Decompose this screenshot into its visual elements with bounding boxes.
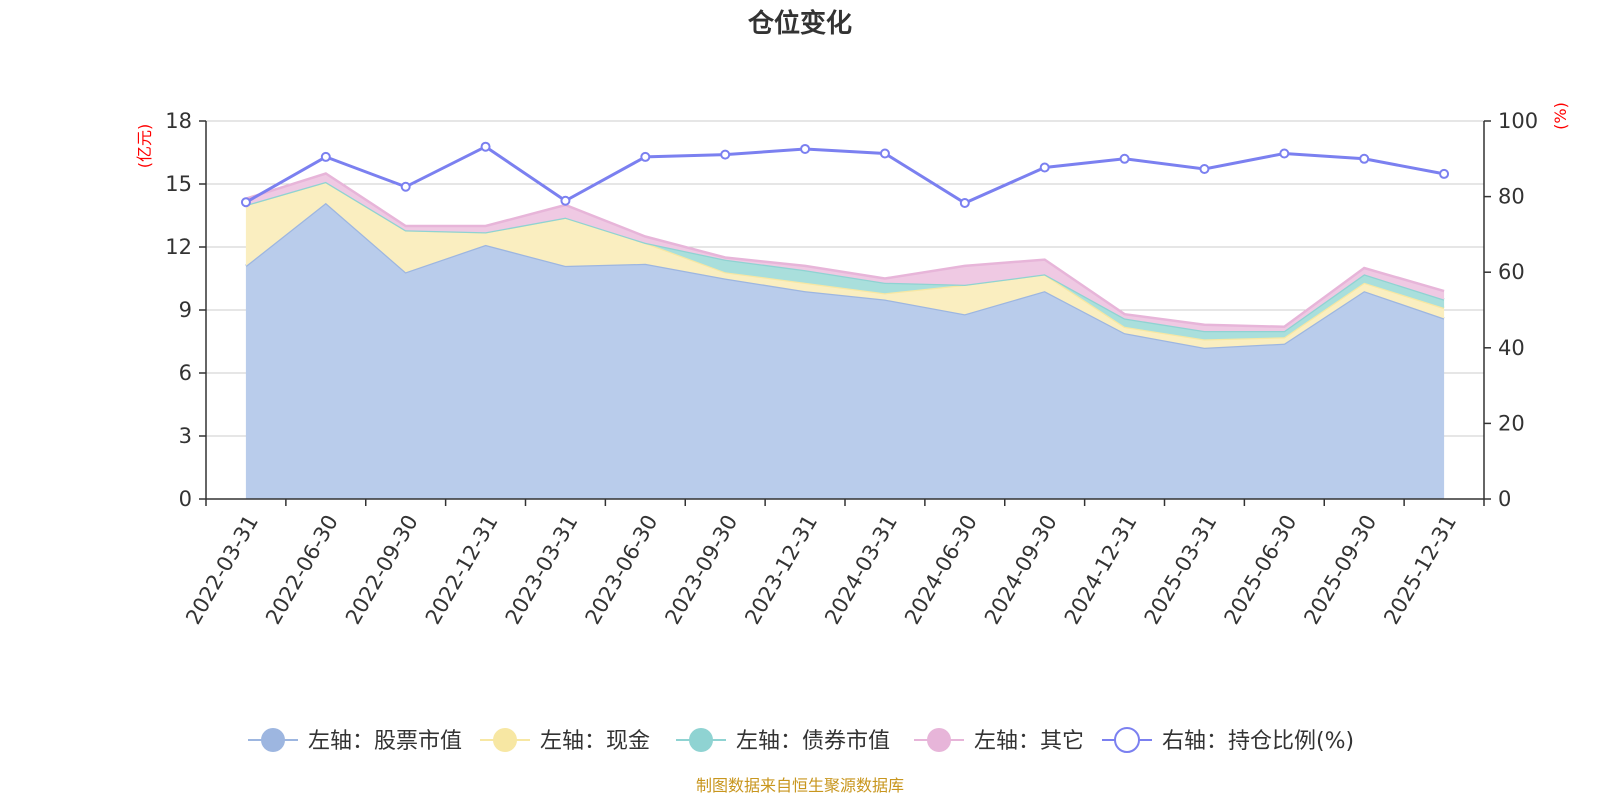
left-axis-tick-label: 15 [165,172,192,196]
ratio-point [1359,153,1370,164]
ratio-point [400,181,411,192]
x-axis-tick-label: 2025-03-31 [1140,511,1222,629]
x-axis-tick-label: 2024-09-30 [980,511,1062,629]
x-axis-tick-label: 2024-12-31 [1060,511,1142,629]
left-axis-tick-label: 9 [179,298,192,322]
right-axis-tick-label: 100 [1498,109,1538,133]
ratio-point [480,141,491,152]
x-axis-tick-label: 2023-06-30 [581,511,663,629]
right-axis-tick-label: 60 [1498,260,1525,284]
legend-label: 左轴：其它 [974,729,1084,754]
legend-swatch-marker [689,728,713,752]
ratio-point [640,151,651,162]
left-axis-tick-label: 0 [179,487,192,511]
ratio-point [560,195,571,206]
ratio-point [879,148,890,159]
x-axis-tick-label: 2022-12-31 [421,511,503,629]
x-axis-tick-label: 2022-09-30 [341,511,423,629]
legend-swatch-marker [493,728,517,752]
legend-item-5: 右轴：持仓比例(%) [1102,727,1354,754]
ratio-point [1039,162,1050,173]
ratio-point [720,149,731,160]
area-series-4 [245,173,1445,331]
ratio-point [800,143,811,154]
legend-label: 右轴：持仓比例(%) [1162,729,1354,754]
ratio-point [320,151,331,162]
data-source-note: 制图数据来自恒生聚源数据库 [696,776,904,795]
right-axis-tick-label: 20 [1498,411,1525,435]
legend-label: 左轴：现金 [540,729,650,754]
legend-swatch-marker [1114,727,1140,753]
right-axis-tick-label: 0 [1498,487,1511,511]
ratio-point [240,197,251,208]
area-series-2 [245,181,1445,348]
legend-item-4: 左轴：其它 [914,728,1084,754]
right-axis-tick-label: 40 [1498,336,1525,360]
left-axis-tick-label: 12 [165,235,192,259]
left-axis-tick-label: 3 [179,424,192,448]
left-axis-tick-label: 18 [165,109,192,133]
x-axis-tick-label: 2025-06-30 [1220,511,1302,629]
area-series-1 [245,202,1445,499]
legend-item-2: 左轴：现金 [480,728,650,754]
x-axis-tick-label: 2022-03-31 [181,511,263,629]
legend-swatch-marker [927,728,951,752]
ratio-point [1439,168,1450,179]
ratio-point [1279,148,1290,159]
area-series-edge-4 [245,172,1445,329]
ratio-point [959,198,970,209]
ratio-line-layer [240,141,1450,209]
ratio-point [1119,153,1130,164]
right-axis-unit: (%) [1551,102,1570,130]
x-axis-tick-label: 2023-12-31 [740,511,822,629]
x-axis-tick-label: 2025-09-30 [1299,511,1381,629]
left-axis-tick-label: 6 [179,361,192,385]
legend: 左轴：股票市值 左轴：现金 左轴：债券市值 左轴：其它 右轴：持仓比例(%) [248,727,1354,754]
x-axis-tick-label: 2022-06-30 [261,511,343,629]
stacked-areas [245,172,1445,499]
legend-label: 左轴：债券市值 [736,729,890,754]
x-axis-tick-label: 2025-12-31 [1379,511,1461,629]
chart-title: 仓位变化 [747,8,852,39]
x-axis-tick-label: 2023-09-30 [660,511,742,629]
x-axis-tick-label: 2023-03-31 [501,511,583,629]
left-axis-unit: (亿元) [135,124,154,169]
ratio-point [1199,164,1210,175]
right-axis-tick-label: 80 [1498,185,1525,209]
legend-item-3: 左轴：债券市值 [676,728,890,754]
legend-swatch-marker [261,728,285,752]
ratio-line [245,144,1445,205]
x-axis-tick-label: 2024-06-30 [900,511,982,629]
legend-item-1: 左轴：股票市值 [248,728,462,754]
legend-label: 左轴：股票市值 [308,729,462,754]
x-axis-tick-label: 2024-03-31 [820,511,902,629]
